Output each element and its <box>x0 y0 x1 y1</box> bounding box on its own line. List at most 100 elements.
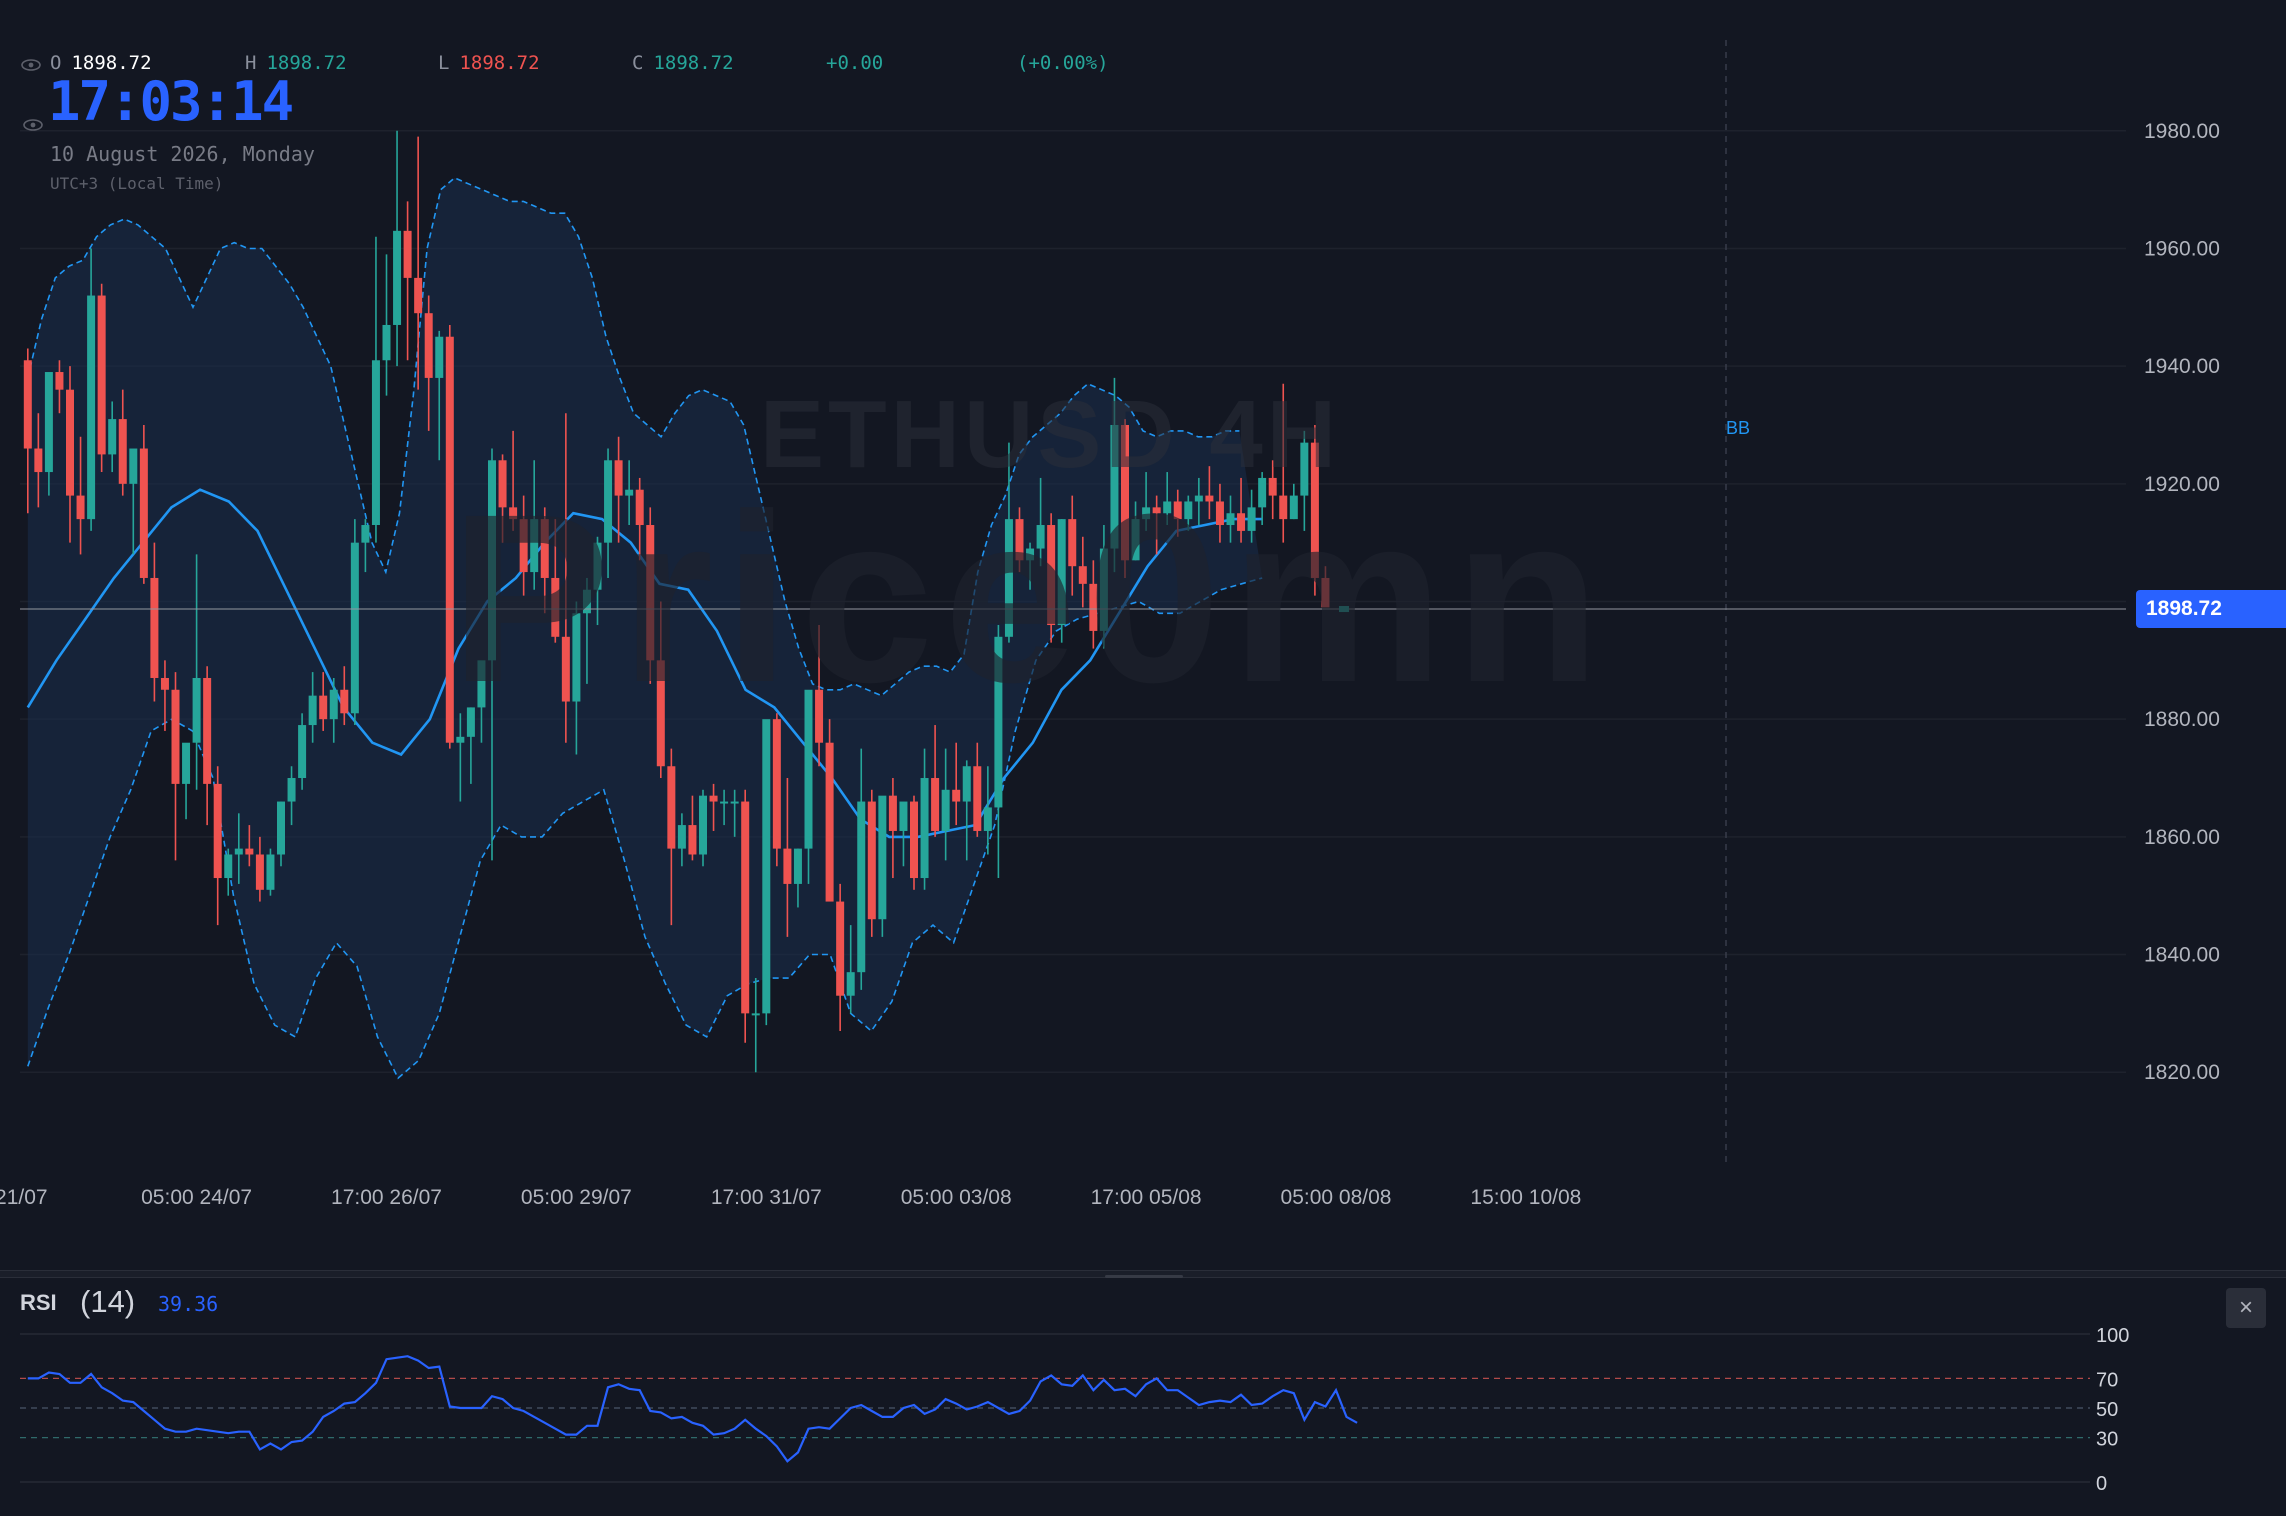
candle-body <box>477 660 486 708</box>
candle-body <box>646 525 655 661</box>
price-axis[interactable]: 1820.00 1840.00 1860.00 1880.00 1920.00 1940.… <box>2144 120 2220 1084</box>
candle-body <box>488 460 496 661</box>
candle-body <box>319 695 328 720</box>
candle-body <box>825 742 834 902</box>
candle-body <box>1026 548 1035 561</box>
candle-body <box>1068 519 1077 567</box>
candle-body <box>741 801 750 1014</box>
close-icon[interactable]: × <box>2226 1288 2266 1328</box>
eye-icon[interactable] <box>22 118 44 132</box>
candle-body <box>656 660 665 767</box>
time-tick-label: 05:00 08/08 <box>1281 1186 1392 1209</box>
candle-body <box>1184 501 1193 520</box>
rsi-tick-label: 70 <box>2096 1369 2118 1391</box>
watermark-brand: Price0mn <box>450 464 1611 732</box>
candle-body <box>878 795 887 920</box>
price-tick-label: 1820.00 <box>2144 1061 2220 1084</box>
candle-body <box>1247 507 1256 531</box>
candle-body <box>1310 442 1319 578</box>
candle-body <box>1131 519 1140 561</box>
time-tick-label: 15:00 10/08 <box>1470 1186 1581 1209</box>
candle-body <box>667 766 676 849</box>
rsi-length[interactable]: (14) <box>80 1284 136 1319</box>
candle-body <box>139 448 148 578</box>
candle-body <box>1215 501 1224 526</box>
time-tick-label: 00 21/07 <box>0 1186 48 1209</box>
candle-body <box>87 295 96 520</box>
candle-body <box>1268 477 1277 496</box>
ohlc-change-pct: (+0.00%) <box>1017 52 1109 74</box>
time-tick-label: 05:00 29/07 <box>521 1186 632 1209</box>
candle-body <box>572 613 581 702</box>
candle-body <box>1078 566 1087 584</box>
candle-body <box>888 795 897 831</box>
candle-body <box>224 854 233 879</box>
candle-body <box>857 801 866 973</box>
candle-body <box>456 736 465 743</box>
candle-body <box>1226 513 1235 526</box>
clock-time: 17:03:14 <box>48 70 294 133</box>
candle-body <box>519 519 528 573</box>
price-tick-label: 1880.00 <box>2144 708 2220 731</box>
eye-icon[interactable] <box>20 58 42 72</box>
candle-body <box>625 489 634 496</box>
candle-body <box>793 848 802 884</box>
candle-body <box>55 372 64 390</box>
candle-body <box>582 589 591 614</box>
pane-resize-handle[interactable] <box>1105 1275 1183 1278</box>
candle-body <box>677 825 686 849</box>
candle-body <box>1099 548 1108 631</box>
last-price-marker <box>1339 606 1349 613</box>
bb-lower-line <box>27 577 1263 1080</box>
candle-body <box>498 460 507 508</box>
candle-body <box>730 801 739 804</box>
candle-body <box>403 230 412 278</box>
rsi-value: 39.36 <box>158 1292 219 1316</box>
watermark-symbol: ETHUSD 4H <box>760 381 1341 488</box>
candle-body <box>34 448 43 473</box>
candle-body <box>382 324 391 361</box>
rsi-tick-label: 100 <box>2096 1325 2129 1347</box>
ohlc-change: +0.00 <box>826 52 884 74</box>
candle-body <box>1194 495 1203 502</box>
candle-body <box>44 372 53 473</box>
candle-body <box>466 707 475 737</box>
candle-body <box>371 360 380 526</box>
candle-body <box>1237 513 1246 531</box>
candle-body <box>414 277 423 314</box>
candle-body <box>593 542 602 590</box>
candle-body <box>298 725 307 779</box>
candle-body <box>245 848 254 855</box>
rsi-chart: 0 30 50 70 100 <box>20 1325 2129 1495</box>
candle-body <box>203 677 212 784</box>
candle-body <box>445 336 454 743</box>
candle-body <box>171 689 180 784</box>
time-tick-label: 05:00 03/08 <box>901 1186 1012 1209</box>
rsi-title: RSI <box>20 1290 57 1315</box>
candle-body <box>129 448 138 484</box>
candle-body <box>1047 525 1056 626</box>
candle-body <box>1015 519 1024 561</box>
rsi-tick-label: 30 <box>2096 1429 2118 1451</box>
bb-indicator-label[interactable]: BB <box>1726 418 1751 438</box>
candle-body <box>1036 525 1045 549</box>
time-tick-label: 17:00 26/07 <box>331 1186 442 1209</box>
candle-body <box>108 419 117 455</box>
price-tick-label: 1980.00 <box>2144 120 2220 143</box>
candle-body <box>23 360 32 449</box>
candle-body <box>1163 501 1172 514</box>
rsi-tick-label: 50 <box>2096 1399 2118 1421</box>
price-tick-label: 1860.00 <box>2144 826 2220 849</box>
time-tick-label: 17:00 31/07 <box>711 1186 822 1209</box>
candle-body <box>76 495 85 520</box>
candlestick-series <box>20 130 2126 1073</box>
clock-timezone: UTC+3 (Local Time) <box>50 174 224 193</box>
candle-body <box>867 801 876 920</box>
bb-basis-line <box>26 488 1263 839</box>
candle-body <box>1173 501 1182 520</box>
candle-body <box>1321 577 1330 608</box>
candle-body <box>1089 583 1098 631</box>
time-axis[interactable]: 00 21/07 05:00 24/07 17:00 26/07 05:00 29/0… <box>0 1186 1581 1209</box>
candle-body <box>1152 507 1161 514</box>
